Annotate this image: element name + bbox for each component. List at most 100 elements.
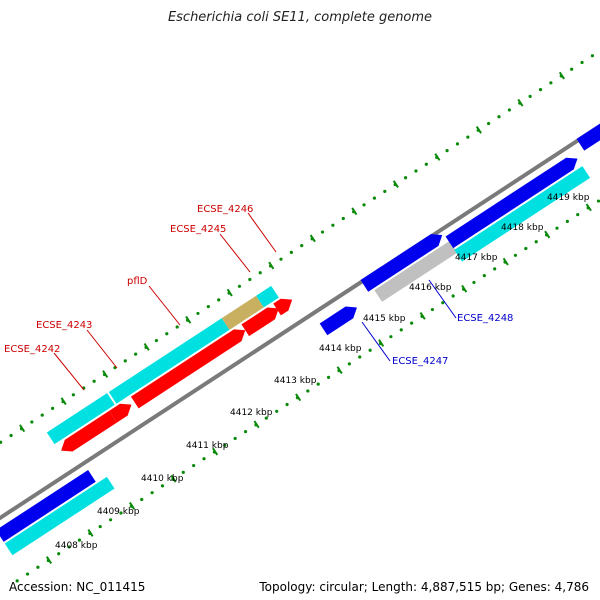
forward-cds-feature [108, 318, 230, 404]
tick-mark [445, 149, 449, 153]
gene-label-leader [86, 329, 118, 369]
gene-label: ECSE_4247 [392, 356, 448, 367]
gene-feature [360, 234, 443, 292]
tick-mark [320, 230, 325, 234]
tick-mark [154, 338, 159, 343]
major-tick-mark [419, 312, 426, 320]
major-tick-mark [226, 288, 233, 297]
tick-mark [341, 216, 345, 221]
tick-mark [119, 511, 123, 515]
tick-mark [233, 436, 237, 441]
tick-mark [0, 440, 3, 444]
scale-label: 4410 kbp [141, 474, 184, 484]
major-tick-mark [295, 393, 302, 402]
tick-mark [524, 246, 528, 251]
reverse-cds-feature [130, 329, 246, 409]
tick-mark [202, 457, 206, 461]
tick-mark [98, 524, 102, 529]
tick-mark [507, 108, 511, 112]
tick-mark [181, 470, 185, 474]
tick-mark [347, 362, 351, 366]
major-tick-mark [544, 230, 551, 239]
tick-mark [565, 219, 569, 223]
scale-label: 4408 kbp [55, 541, 98, 551]
tick-mark [67, 545, 71, 549]
tick-mark [71, 393, 75, 397]
tick-mark [596, 199, 600, 203]
tick-mark [15, 579, 19, 583]
tick-mark [237, 284, 242, 288]
tick-mark [383, 189, 387, 193]
tick-mark [493, 267, 497, 271]
forward-cds-feature [4, 476, 115, 556]
major-tick-mark [19, 424, 26, 433]
gene-feature [0, 470, 96, 542]
tick-mark [482, 274, 486, 278]
major-tick-mark [351, 207, 358, 216]
major-tick-mark [585, 203, 592, 212]
major-tick-mark [558, 71, 565, 80]
gene-label-leader [219, 233, 251, 273]
major-tick-mark [475, 125, 482, 134]
tick-mark [300, 244, 304, 248]
major-tick-mark [336, 366, 343, 375]
tick-mark [264, 416, 268, 420]
topology-summary: Topology: circular; Length: 4,887,515 bp… [259, 580, 589, 594]
gene-label: ECSE_4248 [457, 313, 513, 324]
major-tick-mark [185, 315, 192, 324]
tick-mark [549, 81, 553, 85]
tick-mark [528, 94, 532, 98]
major-tick-mark [378, 339, 385, 347]
tick-mark [555, 226, 559, 230]
tick-mark [590, 54, 595, 58]
tick-mark [92, 379, 96, 383]
tick-mark [165, 332, 169, 336]
major-tick-mark [129, 501, 136, 510]
accession-label: Accession: NC_011415 [9, 580, 146, 594]
gene-label-leader [148, 285, 181, 326]
gene-label-leader [247, 212, 277, 253]
tick-mark [430, 307, 435, 312]
tick-mark [576, 213, 580, 217]
tick-mark [487, 121, 491, 126]
forward-cds-feature [454, 166, 591, 262]
tick-mark [279, 257, 283, 261]
tick-mark [25, 572, 30, 576]
tick-mark [455, 142, 460, 146]
scale-label: 4414 kbp [319, 344, 362, 354]
tick-mark [326, 375, 331, 379]
major-tick-mark [309, 234, 316, 243]
tick-mark [57, 552, 61, 556]
tick-mark [410, 321, 414, 325]
tick-mark [538, 88, 543, 92]
scale-label: 4413 kbp [274, 376, 317, 386]
major-tick-mark [502, 257, 509, 266]
tick-mark [580, 60, 584, 65]
tick-mark [570, 67, 574, 71]
tick-mark [403, 176, 408, 180]
major-tick-mark [461, 284, 468, 293]
tick-mark [497, 115, 501, 119]
tick-mark [140, 497, 144, 502]
gene-label: ECSE_4246 [197, 204, 253, 215]
major-tick-mark [170, 474, 177, 483]
major-tick-mark [253, 420, 260, 429]
tick-mark [358, 355, 362, 359]
tick-mark [192, 463, 196, 468]
tick-mark [243, 430, 248, 434]
tick-mark [258, 271, 262, 275]
major-tick-mark [143, 343, 150, 351]
tick-mark [451, 294, 455, 298]
major-tick-mark [434, 153, 441, 161]
tick-mark [424, 162, 428, 166]
forward-cds-feature [46, 408, 92, 445]
tick-mark [414, 169, 418, 173]
reverse-cds-feature [273, 298, 293, 316]
tick-mark [472, 280, 476, 285]
tick-mark [534, 240, 538, 244]
tick-mark [331, 223, 335, 227]
gene-label: pflD [127, 276, 148, 287]
scale-label: 4411 kbp [186, 441, 229, 451]
major-tick-mark [102, 370, 109, 378]
